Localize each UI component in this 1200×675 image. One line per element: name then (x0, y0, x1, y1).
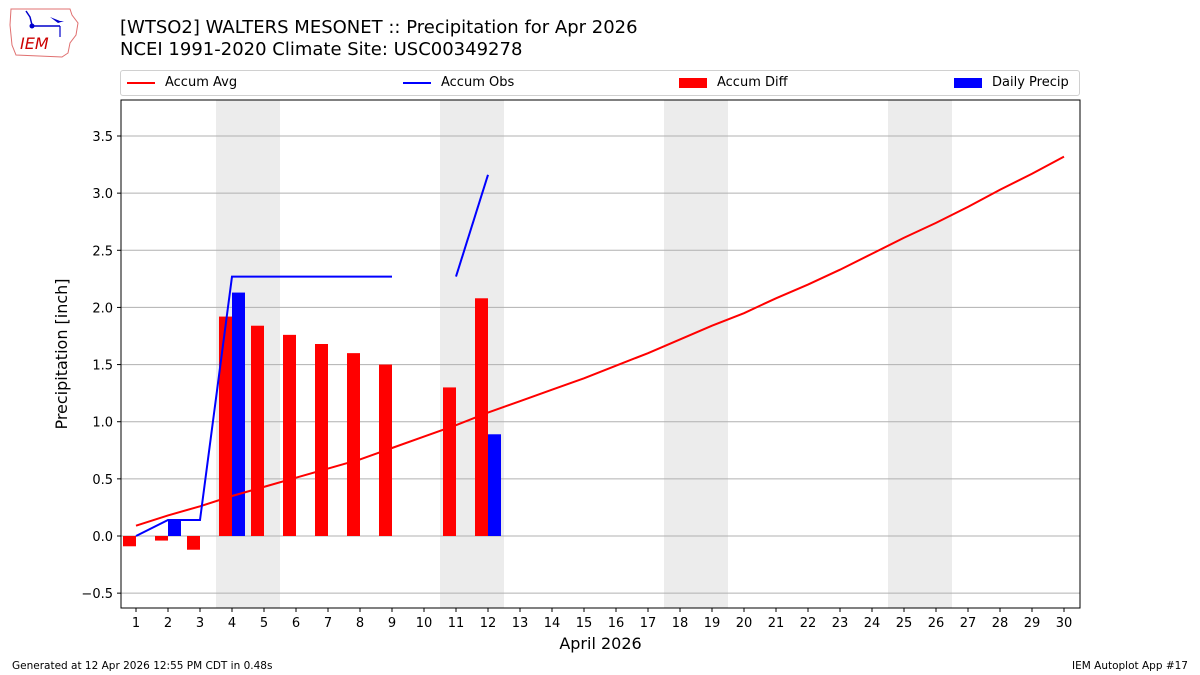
accum-diff-bar (475, 298, 488, 536)
weekend-band (216, 100, 280, 608)
chart-legend: Accum Avg Accum Obs Accum Diff Daily Pre… (120, 70, 1080, 96)
y-tick-label: 1.5 (92, 359, 113, 374)
legend-item-accum-diff: Accum Diff (679, 75, 788, 90)
weekend-band (664, 100, 728, 608)
weekend-band (888, 100, 952, 608)
legend-swatch-line (127, 81, 155, 84)
accum-diff-bar (219, 316, 232, 536)
accum-diff-bar (379, 364, 392, 536)
x-tick-label: 8 (356, 616, 364, 631)
y-tick-label: 2.0 (92, 301, 113, 316)
x-tick-label: 29 (1024, 616, 1041, 631)
x-tick-label: 4 (228, 616, 236, 631)
daily-precip-bar (488, 434, 501, 536)
footer-app: IEM Autoplot App #17 (1072, 660, 1188, 672)
accum-diff-bar (347, 353, 360, 536)
y-tick-label: 1.0 (92, 416, 113, 431)
legend-label: Accum Diff (717, 75, 788, 90)
y-tick-label: 3.5 (92, 130, 113, 145)
x-tick-label: 1 (132, 616, 140, 631)
daily-precip-bar (168, 520, 181, 536)
y-tick-label: −0.5 (81, 587, 113, 602)
x-tick-label: 9 (388, 616, 396, 631)
y-axis-label: Precipitation [inch] (52, 278, 71, 429)
x-tick-label: 17 (640, 616, 657, 631)
x-tick-label: 26 (928, 616, 945, 631)
accum-obs-line (455, 174, 489, 277)
legend-label: Accum Obs (441, 75, 515, 90)
title-line-2: NCEI 1991-2020 Climate Site: USC00349278 (120, 39, 523, 60)
x-tick-label: 3 (196, 616, 204, 631)
x-tick-label: 15 (576, 616, 593, 631)
accum-avg-line (135, 155, 1065, 527)
legend-label: Daily Precip (992, 75, 1069, 90)
iem-logo: IEM (8, 5, 80, 63)
accum-diff-bar (315, 344, 328, 536)
x-tick-label: 22 (800, 616, 817, 631)
x-tick-label: 14 (544, 616, 561, 631)
x-tick-label: 6 (292, 616, 300, 631)
y-tick-label: 0.5 (92, 473, 113, 488)
legend-label: Accum Avg (165, 75, 238, 90)
accum-diff-bar (187, 536, 200, 550)
legend-swatch-line (403, 81, 431, 84)
x-tick-label: 24 (864, 616, 881, 631)
x-tick-label: 30 (1056, 616, 1073, 631)
x-tick-label: 5 (260, 616, 268, 631)
x-tick-label: 12 (480, 616, 497, 631)
daily-precip-bar (232, 292, 245, 536)
y-tick-label: 2.5 (92, 244, 113, 259)
legend-swatch-box (679, 77, 707, 88)
y-tick-label: 3.0 (92, 187, 113, 202)
plot-frame (120, 99, 1081, 609)
x-tick-label: 11 (448, 616, 465, 631)
y-tick-label: 0.0 (92, 530, 113, 545)
x-tick-label: 13 (512, 616, 529, 631)
x-tick-label: 21 (768, 616, 785, 631)
accum-diff-bar (283, 334, 296, 536)
x-tick-label: 18 (672, 616, 689, 631)
x-tick-label: 7 (324, 616, 332, 631)
legend-swatch-box (954, 77, 982, 88)
x-tick-label: 28 (992, 616, 1009, 631)
accum-obs-line (135, 275, 392, 537)
weekend-band (440, 100, 504, 608)
svg-text:IEM: IEM (20, 34, 49, 53)
accum-diff-bar (443, 387, 456, 536)
x-tick-label: 16 (608, 616, 625, 631)
title-line-1: [WTSO2] WALTERS MESONET :: Precipitation… (120, 17, 638, 38)
x-tick-label: 19 (704, 616, 721, 631)
chart-title: [WTSO2] WALTERS MESONET :: Precipitation… (120, 17, 638, 61)
x-axis-label: April 2026 (559, 634, 641, 653)
x-tick-label: 2 (164, 616, 172, 631)
accum-diff-bar (123, 536, 136, 547)
legend-item-accum-obs: Accum Obs (403, 75, 514, 90)
accum-diff-bar (251, 325, 264, 536)
footer-generated: Generated at 12 Apr 2026 12:55 PM CDT in… (12, 660, 273, 672)
x-tick-label: 20 (736, 616, 753, 631)
x-tick-label: 25 (896, 616, 913, 631)
x-tick-label: 23 (832, 616, 849, 631)
accum-diff-bar (155, 536, 168, 541)
x-tick-label: 10 (416, 616, 433, 631)
legend-item-daily-precip: Daily Precip (954, 75, 1069, 90)
x-tick-label: 27 (960, 616, 977, 631)
legend-item-accum-avg: Accum Avg (127, 75, 237, 90)
